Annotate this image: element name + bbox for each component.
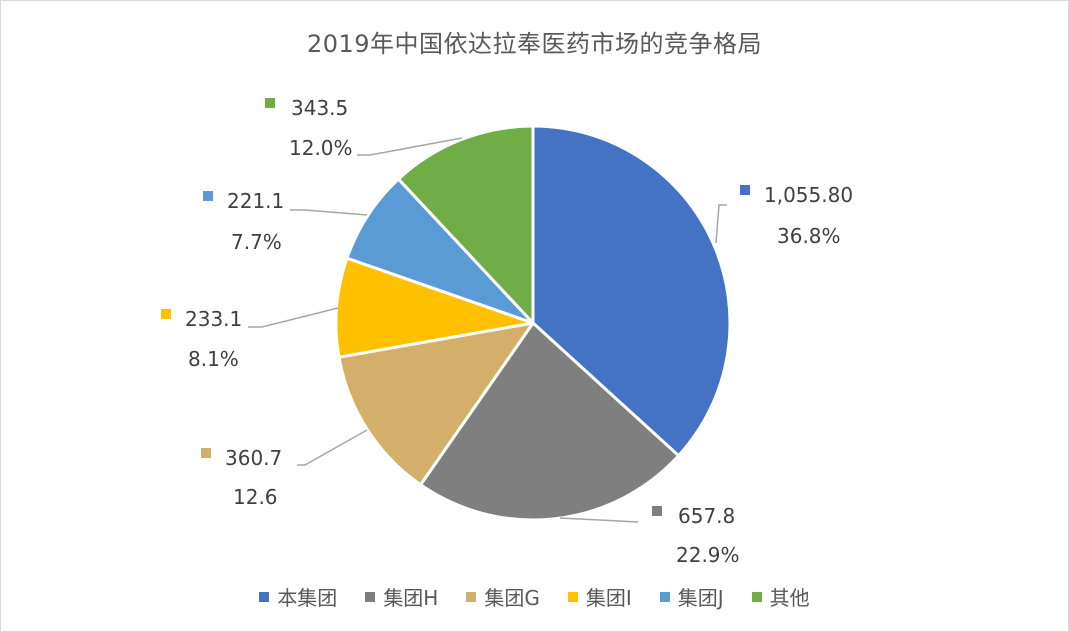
- legend-label: 集团J: [677, 586, 724, 610]
- label-value: 657.8: [678, 504, 736, 528]
- legend-item-j[interactable]: 集团J: [659, 582, 724, 611]
- data-label-benjituan: 1,055.80: [740, 183, 853, 207]
- label-value: 221.1: [227, 189, 285, 213]
- legend-swatch: [365, 591, 376, 602]
- data-label-other: 343.5: [265, 96, 348, 120]
- legend-swatch: [567, 591, 578, 602]
- legend-swatch: [751, 591, 762, 602]
- data-label-h-pct: 22.9%: [676, 543, 740, 567]
- pie-slice-benjituan[interactable]: [531, 124, 732, 458]
- data-label-i-pct: 8.1%: [188, 347, 239, 371]
- legend-swatch: [659, 591, 670, 602]
- legend-item-other[interactable]: 其他: [751, 582, 810, 611]
- legend-label: 其他: [769, 586, 810, 610]
- label-marker: [203, 191, 213, 201]
- pie-slice-h[interactable]: [419, 321, 681, 522]
- leader-line-h: [559, 517, 639, 523]
- label-marker: [740, 185, 750, 195]
- leader-lines: [248, 137, 727, 523]
- pie-slice-i[interactable]: [334, 256, 535, 359]
- legend-label: 集团I: [585, 586, 632, 610]
- legend-item-g[interactable]: 集团G: [466, 582, 540, 611]
- label-marker: [161, 309, 171, 319]
- legend-item-benjituan[interactable]: 本集团: [259, 582, 337, 611]
- leader-line-benjituan: [715, 204, 727, 244]
- chart-title: 2019年中国依达拉奉医药市场的竞争格局: [306, 30, 763, 58]
- leader-line-g: [297, 429, 368, 466]
- label-marker: [201, 448, 211, 458]
- data-label-other-pct: 12.0%: [289, 136, 353, 160]
- pie-slice-g[interactable]: [337, 321, 535, 487]
- data-label-i: 233.1: [161, 307, 242, 331]
- data-label-benjituan-pct: 36.8%: [777, 224, 841, 248]
- leader-line-j: [290, 209, 368, 216]
- legend-item-i[interactable]: 集团I: [567, 582, 632, 611]
- data-label-g-pct: 12.6: [233, 485, 278, 509]
- chart-legend: 本集团 集团H 集团G 集团I 集团J 其他: [0, 582, 1069, 611]
- legend-swatch: [466, 591, 477, 602]
- label-value: 360.7: [225, 446, 283, 470]
- data-label-h: 657.8: [652, 504, 735, 528]
- leader-line-other: [357, 137, 463, 156]
- pie-slice-j[interactable]: [345, 177, 535, 325]
- label-marker: [652, 506, 662, 516]
- data-label-g: 360.7: [201, 446, 282, 470]
- pie-slices: [334, 124, 732, 522]
- data-label-j-pct: 7.7%: [231, 230, 282, 254]
- label-value: 343.5: [291, 96, 349, 120]
- legend-label: 本集团: [277, 586, 338, 610]
- legend-label: 集团G: [484, 586, 540, 610]
- label-value: 1,055.80: [764, 183, 854, 207]
- legend-item-h[interactable]: 集团H: [365, 582, 438, 611]
- legend-swatch: [259, 591, 270, 602]
- legend-label: 集团H: [383, 586, 439, 610]
- pie-slice-other[interactable]: [397, 124, 535, 325]
- data-label-j: 221.1: [203, 189, 284, 213]
- label-marker: [265, 98, 275, 108]
- leader-line-i: [248, 307, 339, 328]
- label-value: 233.1: [185, 307, 243, 331]
